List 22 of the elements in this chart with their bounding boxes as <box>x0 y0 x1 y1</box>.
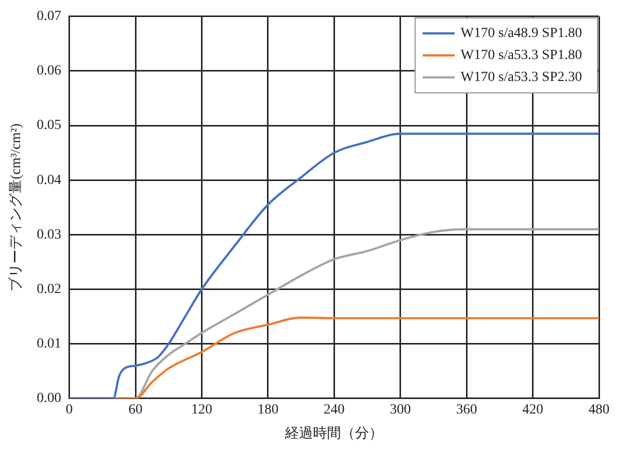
x-tick-label: 300 <box>390 402 411 418</box>
y-tick-label: 0.02 <box>36 282 62 297</box>
x-tick-label: 0 <box>66 402 73 418</box>
x-tick-label: 60 <box>128 402 143 418</box>
legend-label: W170 s/a53.3 SP2.30 <box>460 70 582 86</box>
y-tick-label: 0.01 <box>36 336 62 352</box>
x-tick-label: 360 <box>456 402 478 418</box>
legend-label: W170 s/a48.9 SP1.80 <box>460 26 582 42</box>
legend-label: W170 s/a53.3 SP1.80 <box>460 48 582 64</box>
x-tick-label: 480 <box>588 402 610 418</box>
y-tick-label: 0.05 <box>36 118 62 134</box>
y-tick-label: 0.04 <box>36 172 62 188</box>
x-tick-label: 420 <box>522 402 544 418</box>
y-axis-title: ブリーディング量(cm³/cm²) <box>8 123 24 292</box>
x-tick-label: 180 <box>257 402 278 418</box>
x-tick-label: 120 <box>191 402 212 418</box>
x-tick-label: 240 <box>324 402 345 418</box>
y-tick-label: 0.07 <box>36 9 62 24</box>
y-tick-label: 0.00 <box>36 391 62 406</box>
y-tick-label: 0.06 <box>36 64 62 79</box>
x-axis-title: 経過時間（分） <box>284 425 384 442</box>
y-tick-label: 0.03 <box>36 227 62 242</box>
